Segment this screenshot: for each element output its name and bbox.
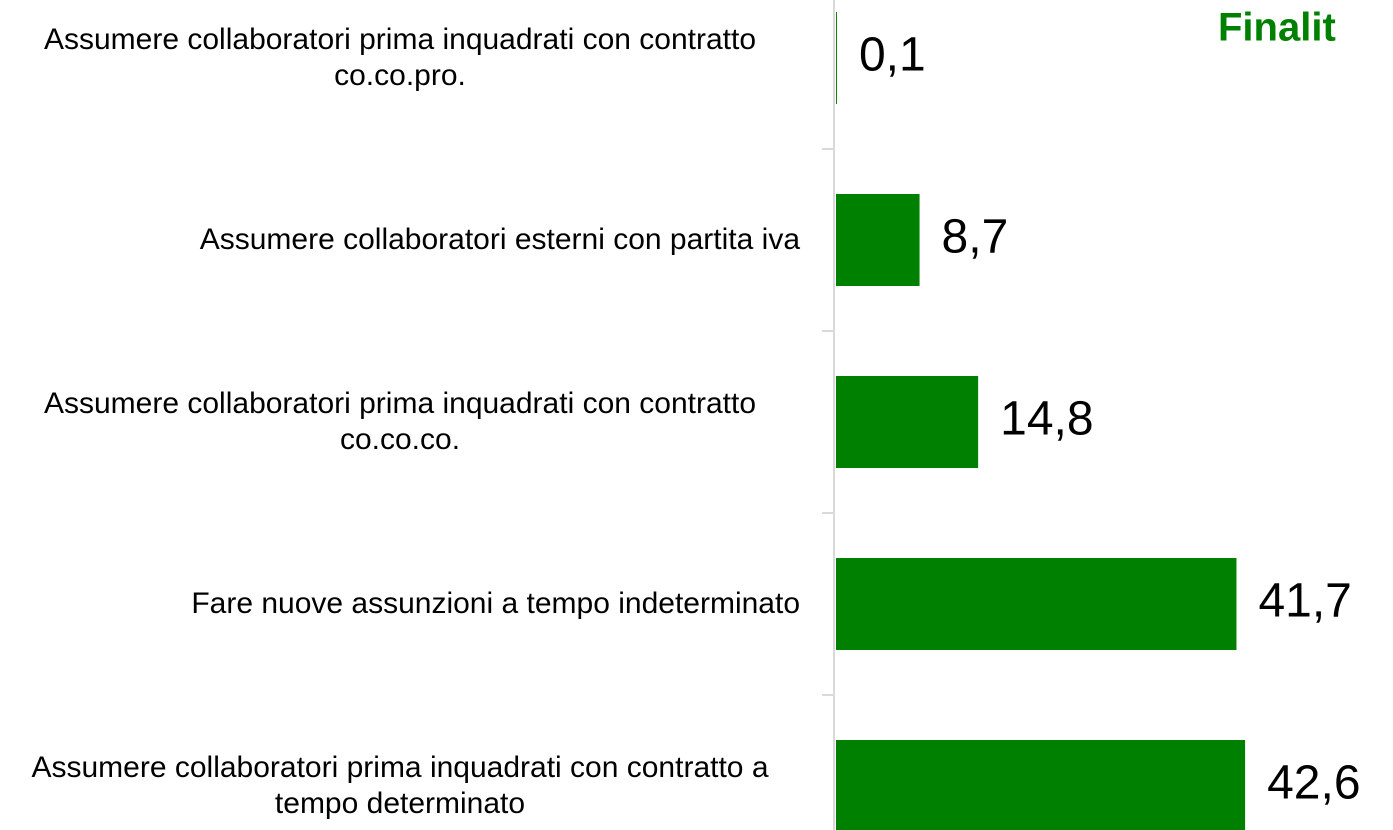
chart-title: Finalit	[1218, 6, 1336, 50]
category-label: Assumere collaboratori esterni con parti…	[199, 223, 800, 256]
category-label: Assumere collaboratori prima inquadrati …	[31, 751, 769, 820]
value-label: 42,6	[1267, 757, 1360, 810]
value-label: 14,8	[1000, 393, 1093, 446]
category-label: Assumere collaboratori prima inquadrati …	[43, 23, 757, 92]
bar	[836, 558, 1237, 650]
value-label: 8,7	[942, 211, 1009, 264]
value-label: 41,7	[1258, 575, 1351, 628]
bar	[836, 376, 979, 468]
bar	[836, 12, 837, 104]
bar	[836, 740, 1246, 830]
category-label: Fare nuove assunzioni a tempo indetermin…	[191, 587, 800, 620]
category-label: Assumere collaboratori prima inquadrati …	[43, 387, 757, 456]
value-label: 0,1	[859, 29, 926, 82]
bar	[836, 194, 920, 286]
